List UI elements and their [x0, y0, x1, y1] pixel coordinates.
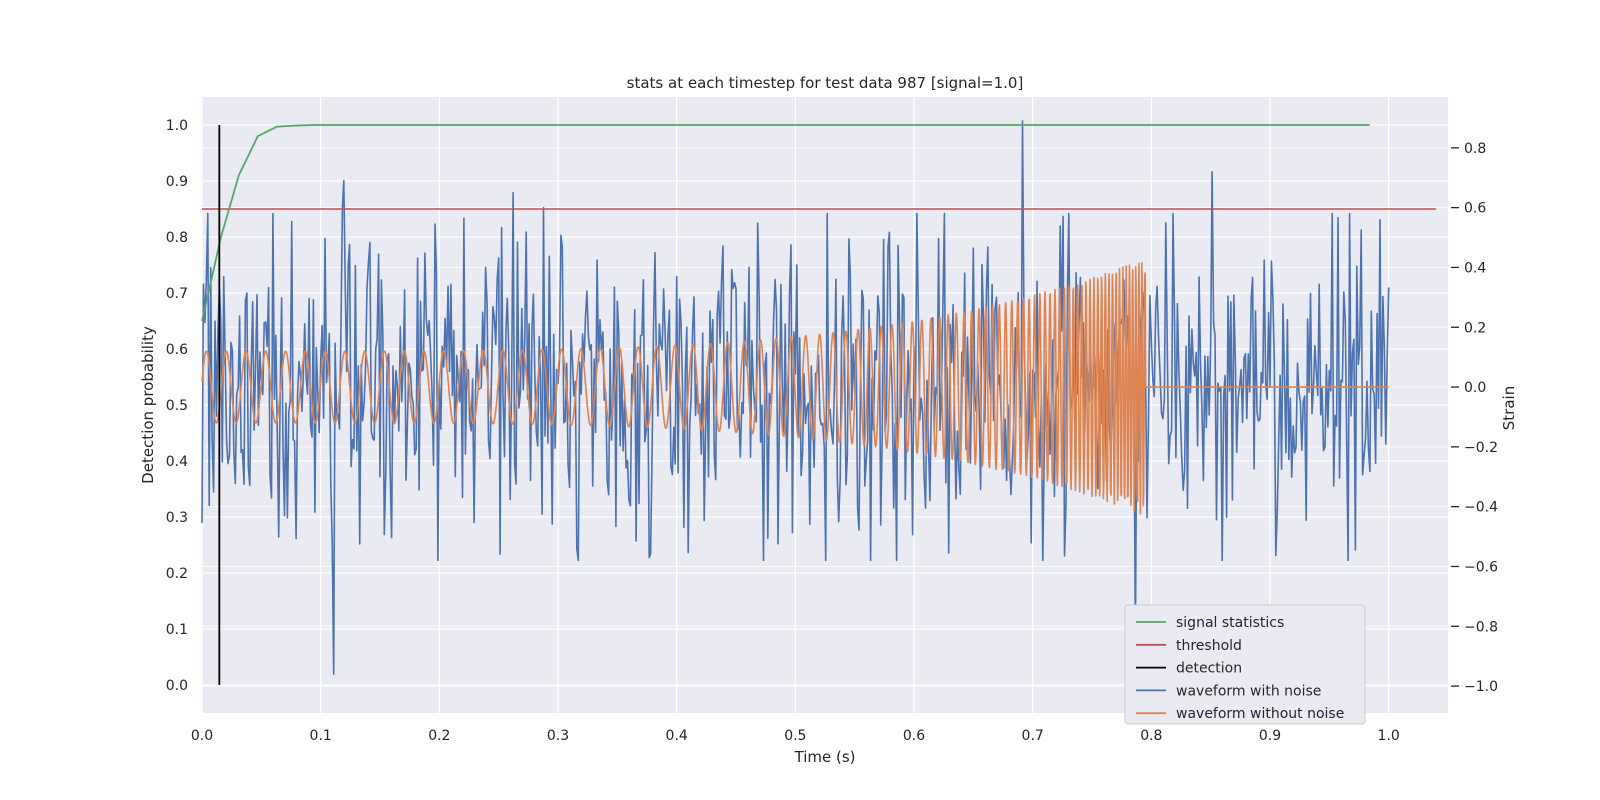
x-tick-label: 0.8: [1140, 728, 1162, 744]
y-left-tick-label: 0.6: [166, 342, 188, 358]
y-left-axis-label: Detection probability: [139, 326, 157, 484]
y-right-axis-label: Strain: [1500, 386, 1518, 430]
y-right-tick-label: −1.0: [1464, 679, 1498, 695]
legend-label: threshold: [1176, 638, 1242, 654]
y-right-tick-label: −0.4: [1464, 500, 1498, 516]
legend: signal statistics threshold detection wavef…: [1124, 604, 1366, 725]
chart-title: stats at each timestep for test data 987…: [627, 74, 1024, 92]
y-right-tick-label: 0.2: [1464, 320, 1486, 336]
y-left-tick-label: 1.0: [166, 118, 188, 134]
y-left-tick-label: 0.7: [166, 286, 188, 302]
legend-label: signal statistics: [1176, 615, 1284, 631]
x-axis-label: Time (s): [794, 748, 856, 766]
x-tick-label: 0.2: [428, 728, 450, 744]
x-axis-ticks: 0.0 0.1 0.2 0.3 0.4 0.5 0.6 0.7 0.8 0.9 1.0: [191, 728, 1400, 744]
y-left-tick-label: 0.8: [166, 230, 188, 246]
y-left-tick-label: 0.9: [166, 174, 188, 190]
legend-label: waveform without noise: [1176, 706, 1344, 722]
y-left-tick-label: 0.2: [166, 566, 188, 582]
y-left-tick-label: 0.0: [166, 678, 188, 694]
y-right-axis-ticks: 0.8 0.6 0.4 0.2 0.0 −0.2 −0.4 −0.6 −0.8 −1.0: [1451, 141, 1498, 695]
y-left-tick-label: 0.1: [166, 622, 188, 638]
series-signal-statistics: [201, 124, 1370, 322]
y-left-tick-label: 0.5: [166, 398, 188, 414]
x-tick-label: 0.6: [903, 728, 925, 744]
x-tick-label: 0.3: [547, 728, 569, 744]
series-waveform-with-noise: [201, 120, 1390, 675]
y-right-tick-label: 0.4: [1464, 260, 1486, 276]
x-tick-label: 0.4: [666, 728, 688, 744]
x-tick-label: 1.0: [1378, 728, 1400, 744]
series-layer: [201, 120, 1437, 685]
y-left-tick-label: 0.4: [166, 454, 188, 470]
x-tick-label: 0.0: [191, 728, 213, 744]
y-right-tick-label: −0.2: [1464, 440, 1498, 456]
y-left-tick-label: 0.3: [166, 510, 188, 526]
legend-box: [1124, 604, 1366, 725]
y-right-tick-label: 0.6: [1464, 201, 1486, 217]
series-waveform-without-noise: [201, 261, 1389, 515]
y-right-tick-label: −0.6: [1464, 559, 1498, 575]
y-right-tick-label: 0.0: [1464, 380, 1486, 396]
y-right-tick-label: −0.8: [1464, 619, 1498, 635]
x-tick-label: 0.5: [784, 728, 806, 744]
legend-label: detection: [1176, 661, 1242, 677]
x-tick-label: 0.9: [1259, 728, 1281, 744]
legend-label: waveform with noise: [1176, 683, 1321, 699]
x-tick-label: 0.1: [310, 728, 332, 744]
y-left-axis-ticks: 0.0 0.1 0.2 0.3 0.4 0.5 0.6 0.7 0.8 0.9 1.0: [166, 118, 188, 694]
x-tick-label: 0.7: [1022, 728, 1044, 744]
y-right-tick-label: 0.8: [1464, 141, 1486, 157]
